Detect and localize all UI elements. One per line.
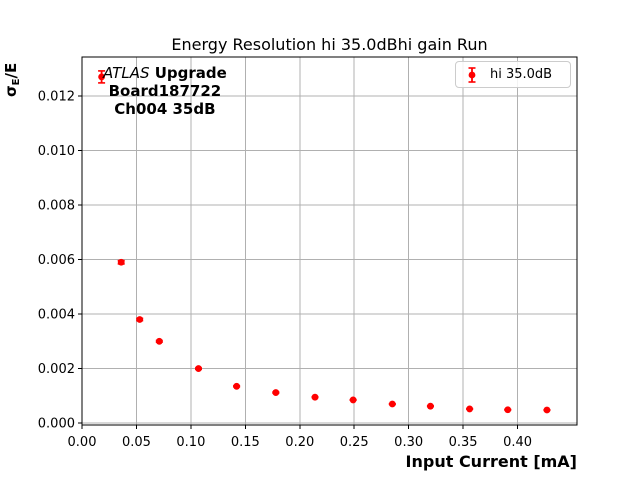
data-point <box>543 406 551 414</box>
x-tick-label: 0.35 <box>449 435 478 450</box>
axes-spines <box>81 56 578 426</box>
data-point <box>388 400 396 408</box>
data-point <box>427 402 434 410</box>
x-tick-label: 0.25 <box>340 435 369 450</box>
y-axis-label-sigma: σ <box>2 85 20 97</box>
y-tick-label: 0.010 <box>38 144 75 159</box>
annotation-block: ATLAS Upgrade Board187722 Ch004 35dB <box>103 64 227 118</box>
y-axis-label-subscript: E <box>11 78 22 86</box>
data-point <box>504 406 512 414</box>
annotation-line-channel: Ch004 35dB <box>114 100 216 118</box>
x-tick-label: 0.20 <box>285 435 314 450</box>
x-tick-label: 0.30 <box>394 435 423 450</box>
legend-entry-label: hi 35.0dB <box>490 67 553 82</box>
y-tick-label: 0.000 <box>38 417 75 432</box>
data-point <box>195 365 202 372</box>
y-axis-label-rest: /E <box>2 62 20 79</box>
data-point <box>117 258 125 266</box>
data-point <box>136 316 144 323</box>
x-tick-label: 0.10 <box>176 435 205 450</box>
annotation-experiment-name: ATLAS <box>103 64 150 82</box>
data-point <box>272 389 280 396</box>
chart-title: Energy Resolution hi 35.0dBhi gain Run <box>171 35 488 54</box>
data-point <box>349 396 357 404</box>
annotation-experiment-suffix: Upgrade <box>149 64 227 82</box>
legend-errorbar-marker-icon <box>468 66 476 83</box>
y-axis-label: σE/E <box>2 63 22 97</box>
data-point <box>466 405 474 413</box>
y-tick-label: 0.008 <box>38 199 75 214</box>
data-point <box>233 382 241 390</box>
annotation-line-experiment: ATLAS Upgrade <box>103 64 227 82</box>
data-point <box>311 393 319 401</box>
x-tick-label: 0.00 <box>68 435 97 450</box>
annotation-line-board: Board187722 <box>108 82 222 100</box>
y-tick-label: 0.002 <box>38 362 75 377</box>
data-point <box>98 73 105 81</box>
y-tick-label: 0.006 <box>38 253 75 268</box>
legend: hi 35.0dB <box>455 61 571 88</box>
x-tick-label: 0.40 <box>503 435 532 450</box>
y-tick-label: 0.004 <box>38 308 75 323</box>
x-axis-label: Input Current [mA] <box>405 452 577 471</box>
y-tick-label: 0.012 <box>38 89 75 104</box>
x-tick-label: 0.15 <box>231 435 260 450</box>
data-point <box>155 337 163 345</box>
x-tick-label: 0.05 <box>122 435 151 450</box>
